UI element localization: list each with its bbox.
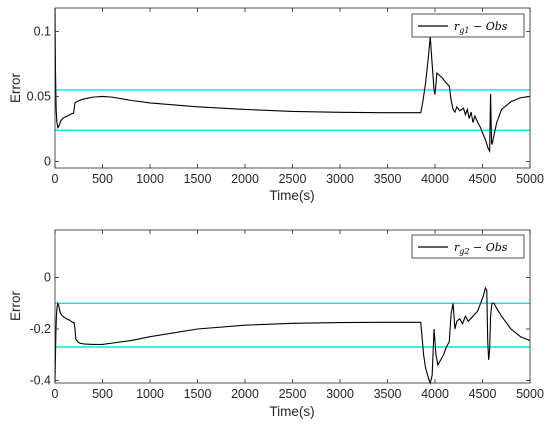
legend-label-base-2: r [454, 241, 460, 254]
y-axis-label-2: Error [8, 290, 23, 321]
y-tick-label: 0.05 [27, 89, 51, 103]
x-tick-label: 4500 [469, 387, 497, 401]
subplot-1: 0 500 1000 1500 2000 2500 3000 3500 4000 4500 5000… [8, 7, 544, 203]
legend-label-rest-2: − Obs [469, 241, 507, 254]
x-tick-label: 0 [52, 387, 59, 401]
x-tick-label: 4000 [421, 172, 449, 186]
x-tick-label: 4500 [469, 172, 497, 186]
series-line-rg1-obs [54, 7, 531, 154]
threshold-lines-2 [55, 302, 530, 348]
x-tick-label: 2500 [279, 387, 307, 401]
legend-label-2: rg2 − Obs [454, 241, 508, 256]
legend-2: rg2 − Obs [411, 234, 525, 259]
x-tick-label: 0 [52, 172, 59, 186]
y-axis-ticks-2: 0 -0.2 -0.4 [29, 271, 530, 387]
x-tick-label: 500 [92, 172, 113, 186]
y-tick-label: -0.2 [29, 322, 51, 336]
x-axis-label-2: Time(s) [269, 404, 314, 419]
y-tick-label: 0 [44, 271, 51, 285]
legend-label-sub-1: g1 [459, 26, 469, 35]
x-tick-label: 2000 [231, 172, 259, 186]
legend-label-1: rg1 − Obs [454, 20, 508, 35]
y-tick-label: 0 [44, 154, 51, 168]
series-line-rg2-obs [54, 286, 531, 385]
legend-box-2 [411, 234, 525, 259]
x-tick-label: 4000 [421, 387, 449, 401]
legend-label-base-1: r [454, 20, 460, 33]
x-tick-label: 1500 [184, 387, 212, 401]
legend-1: rg1 − Obs [411, 13, 525, 38]
x-tick-label: 500 [92, 387, 113, 401]
y-tick-label: 0.1 [34, 24, 51, 38]
legend-label-rest-1: − Obs [469, 20, 507, 33]
x-tick-label: 3500 [374, 172, 402, 186]
x-tick-label: 2500 [279, 172, 307, 186]
x-tick-label: 3500 [374, 387, 402, 401]
x-tick-label: 5000 [516, 172, 544, 186]
x-tick-label: 2000 [231, 387, 259, 401]
threshold-lines-1 [55, 89, 530, 131]
x-axis-ticks-1: 0 500 1000 1500 2000 2500 3000 3500 4000 4500 5000 [52, 8, 544, 186]
subplot-2: 0 500 1000 1500 2000 2500 3000 3500 4000 4500 5000… [8, 229, 544, 419]
x-tick-label: 5000 [516, 387, 544, 401]
legend-label-sub-2: g2 [459, 247, 469, 256]
x-tick-label: 1000 [136, 387, 164, 401]
y-axis-label-1: Error [8, 72, 23, 103]
x-tick-label: 1500 [184, 172, 212, 186]
x-tick-label: 3000 [326, 387, 354, 401]
x-tick-label: 3000 [326, 172, 354, 186]
x-axis-ticks-2: 0 500 1000 1500 2000 2500 3000 3500 4000 4500 5000 [52, 230, 544, 401]
y-axis-ticks-1: 0 0.05 0.1 [27, 24, 530, 168]
x-axis-label-1: Time(s) [269, 188, 314, 203]
legend-box-1 [411, 13, 525, 38]
x-tick-label: 1000 [136, 172, 164, 186]
y-tick-label: -0.4 [29, 373, 51, 387]
